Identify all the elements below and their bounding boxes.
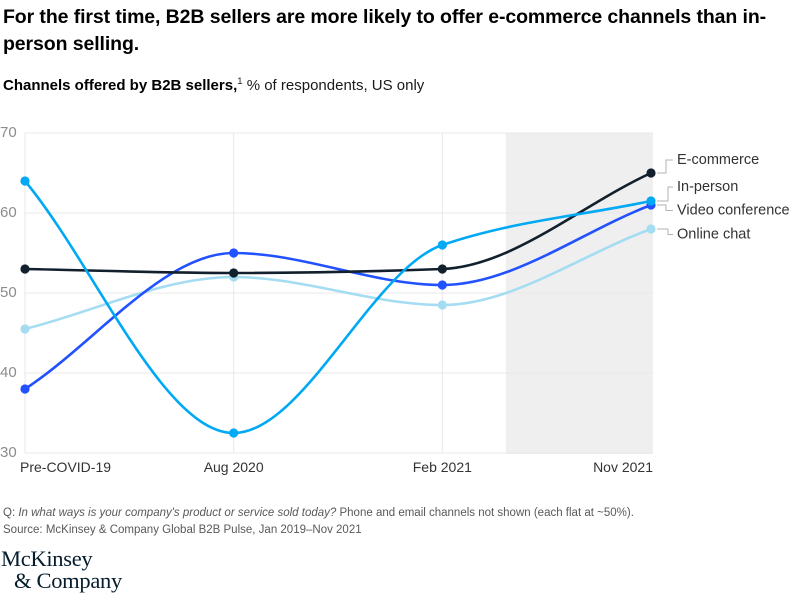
chart-headline: For the first time, B2B sellers are more…	[3, 6, 767, 55]
data-point-in-person	[437, 240, 447, 250]
data-point-in-person	[20, 176, 30, 186]
data-point-in-person	[646, 196, 656, 206]
data-point-in-person	[229, 428, 239, 438]
x-axis-tick-label: Nov 2021	[593, 459, 653, 475]
data-point-video-conference	[20, 384, 30, 394]
logo-line-2: & Company	[14, 568, 122, 593]
footnote: Q: In what ways is your company's produc…	[3, 505, 783, 539]
legend-label: Video conference	[677, 202, 790, 218]
data-point-online-chat	[646, 224, 656, 234]
data-point-online-chat	[437, 300, 447, 310]
mckinsey-logo: McKinsey & Company	[1, 546, 122, 593]
legend-label: Online chat	[677, 226, 750, 242]
footnote-marker: 1	[237, 76, 243, 87]
chart-subtitle: Channels offered by B2B sellers,1 % of r…	[3, 76, 783, 94]
y-axis-tick-label: 60	[0, 204, 17, 221]
logo-line-1: McKinsey	[1, 546, 93, 571]
legend-connector	[657, 186, 673, 202]
legend-connector	[657, 204, 673, 211]
data-point-online-chat	[20, 324, 30, 334]
subtitle-bold-text: Channels offered by B2B sellers,	[3, 77, 238, 94]
y-axis-tick-label: 30	[0, 444, 17, 461]
data-point-video-conference	[437, 280, 447, 290]
x-axis-tick-label: Pre-COVID-19	[20, 459, 111, 475]
data-point-e-commerce	[20, 264, 30, 274]
data-point-video-conference	[229, 248, 239, 258]
series-line-video-conference	[23, 203, 653, 391]
x-axis-tick-label: Feb 2021	[413, 459, 472, 475]
legend-connector	[657, 228, 673, 235]
legend-label: In-person	[677, 179, 738, 195]
data-point-e-commerce	[437, 264, 447, 274]
data-point-e-commerce	[229, 268, 239, 278]
subtitle-rest-text: % of respondents, US only	[242, 77, 425, 94]
series-line-in-person	[23, 179, 653, 435]
footnote-source: Source: McKinsey & Company Global B2B Pu…	[3, 524, 362, 536]
footnote-q-prefix: Q:	[3, 507, 19, 519]
series-line-e-commerce	[23, 171, 653, 275]
x-axis-tick-label: Aug 2020	[204, 459, 264, 475]
footnote-question: Q: In what ways is your company's produc…	[3, 505, 783, 522]
footnote-q-rest: Phone and email channels not shown (each…	[336, 507, 634, 519]
y-axis-tick-label: 50	[0, 284, 17, 301]
legend-label: E-commerce	[677, 152, 759, 168]
data-point-e-commerce	[646, 168, 656, 178]
footnote-q-italic: In what ways is your company's product o…	[18, 507, 337, 519]
legend-connector	[657, 159, 673, 174]
y-axis-tick-label: 70	[0, 124, 17, 141]
series-line-online-chat	[23, 227, 653, 331]
y-axis-tick-label: 40	[0, 364, 17, 381]
